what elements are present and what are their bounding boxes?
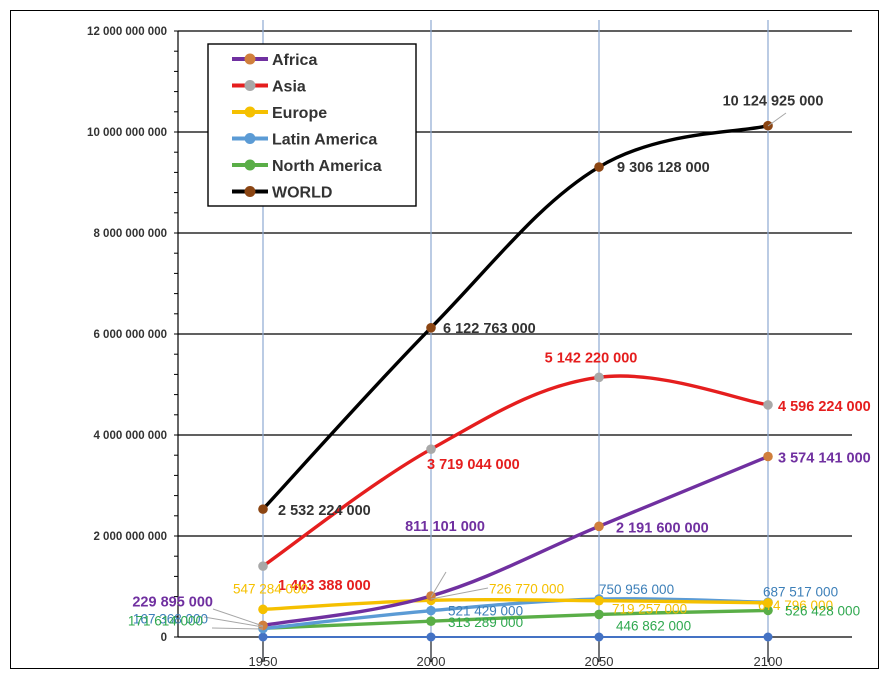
series-line-latin-america (262, 597, 769, 631)
leader-line (430, 571, 447, 598)
y-tick-label: 6 000 000 000 (93, 329, 167, 341)
series-lines (258, 120, 773, 642)
data-label: 750 956 000 (599, 582, 674, 597)
data-label: 171 614 000 (128, 613, 203, 628)
series-marker (426, 444, 436, 454)
series-marker (258, 504, 268, 514)
legend-marker (244, 53, 256, 65)
series-marker (594, 162, 604, 172)
legend-label: Africa (272, 52, 317, 69)
leader-line (767, 112, 787, 127)
series-line-asia (262, 374, 769, 568)
y-tick-label: 0 (161, 632, 167, 644)
legend-label: Europe (272, 105, 327, 122)
data-label: 6 122 763 000 (443, 321, 536, 337)
data-label: 9 306 128 000 (617, 160, 710, 176)
legend: Africa Asia Europe Latin America North Ameri… (207, 43, 417, 207)
data-label: 1 403 388 000 (278, 578, 371, 594)
series-marker (594, 609, 604, 620)
x-tick-label: 1950 (249, 654, 278, 669)
series-marker (258, 561, 268, 571)
data-label: 687 517 000 (763, 584, 838, 599)
series-marker (426, 323, 436, 333)
data-label: 10 124 925 000 (723, 94, 824, 110)
data-label: 811 101 000 (405, 519, 485, 535)
data-label: 526 428 000 (785, 603, 860, 618)
chart-frame (10, 10, 879, 669)
data-labels: 229 895 000 811 101 000 2 191 600 000 3 574… (128, 94, 871, 634)
legend-label: North America (272, 158, 382, 175)
series-marker (763, 605, 773, 616)
legend-label: Asia (272, 79, 306, 96)
data-label: 5 142 220 000 (545, 350, 638, 366)
series-marker (426, 616, 436, 626)
legend-marker (244, 159, 256, 171)
leader-line (430, 587, 489, 600)
data-label: 719 257 000 (612, 602, 687, 617)
legend-marker (244, 80, 256, 91)
series-line-world (261, 124, 769, 511)
series-marker (594, 372, 604, 383)
series-line-europe (262, 597, 769, 612)
data-label: 2 191 600 000 (616, 520, 709, 536)
data-label: 726 770 000 (489, 581, 564, 596)
base-marker (763, 632, 773, 642)
series-marker (763, 451, 773, 462)
legend-marker (244, 133, 256, 144)
leader-line (212, 608, 264, 627)
data-label: 521 429 000 (448, 604, 523, 619)
x-tick-label: 2100 (754, 654, 783, 669)
data-label: 547 284 000 (233, 581, 308, 596)
series-marker (426, 605, 436, 616)
legend-label: Latin America (272, 132, 377, 149)
series-marker (594, 595, 604, 606)
data-label: 313 289 000 (448, 615, 523, 630)
y-tick-label: 4 000 000 000 (93, 430, 167, 442)
series-marker (258, 620, 268, 631)
data-label: 446 862 000 (616, 618, 691, 633)
data-label: 2 532 224 000 (278, 503, 371, 519)
series-line-africa (262, 454, 769, 628)
data-label: 674 796 000 (758, 598, 833, 613)
legend-marker (244, 186, 256, 197)
data-label: 3 719 044 000 (427, 457, 520, 473)
x-tick-label: 2050 (585, 654, 614, 669)
data-label: 4 596 224 000 (778, 399, 871, 415)
y-tick-label: 2 000 000 000 (93, 531, 167, 543)
y-tick-label: 12 000 000 000 (87, 26, 167, 38)
y-tick-label: 10 000 000 000 (87, 127, 167, 139)
data-label: 229 895 000 (132, 594, 213, 610)
legend-marker (244, 106, 256, 118)
x-tick-label: 2000 (417, 654, 446, 669)
data-label: 167 368 000 (133, 612, 208, 627)
series-marker (763, 400, 773, 410)
base-marker (594, 632, 604, 642)
series-line-north-america (262, 608, 769, 631)
data-label: 3 574 141 000 (778, 451, 871, 467)
series-marker (763, 598, 773, 608)
legend-box (207, 43, 417, 207)
leader-line (211, 627, 264, 630)
base-marker (426, 632, 436, 642)
axes: 0 2 000 000 000 4 000 000 000 6 000 000 000… (87, 26, 852, 669)
series-marker (258, 604, 268, 615)
series-marker (594, 521, 604, 532)
leader-line (203, 616, 264, 628)
base-marker (258, 632, 268, 642)
legend-label: WORLD (272, 185, 332, 202)
y-tick-label: 8 000 000 000 (93, 228, 167, 240)
